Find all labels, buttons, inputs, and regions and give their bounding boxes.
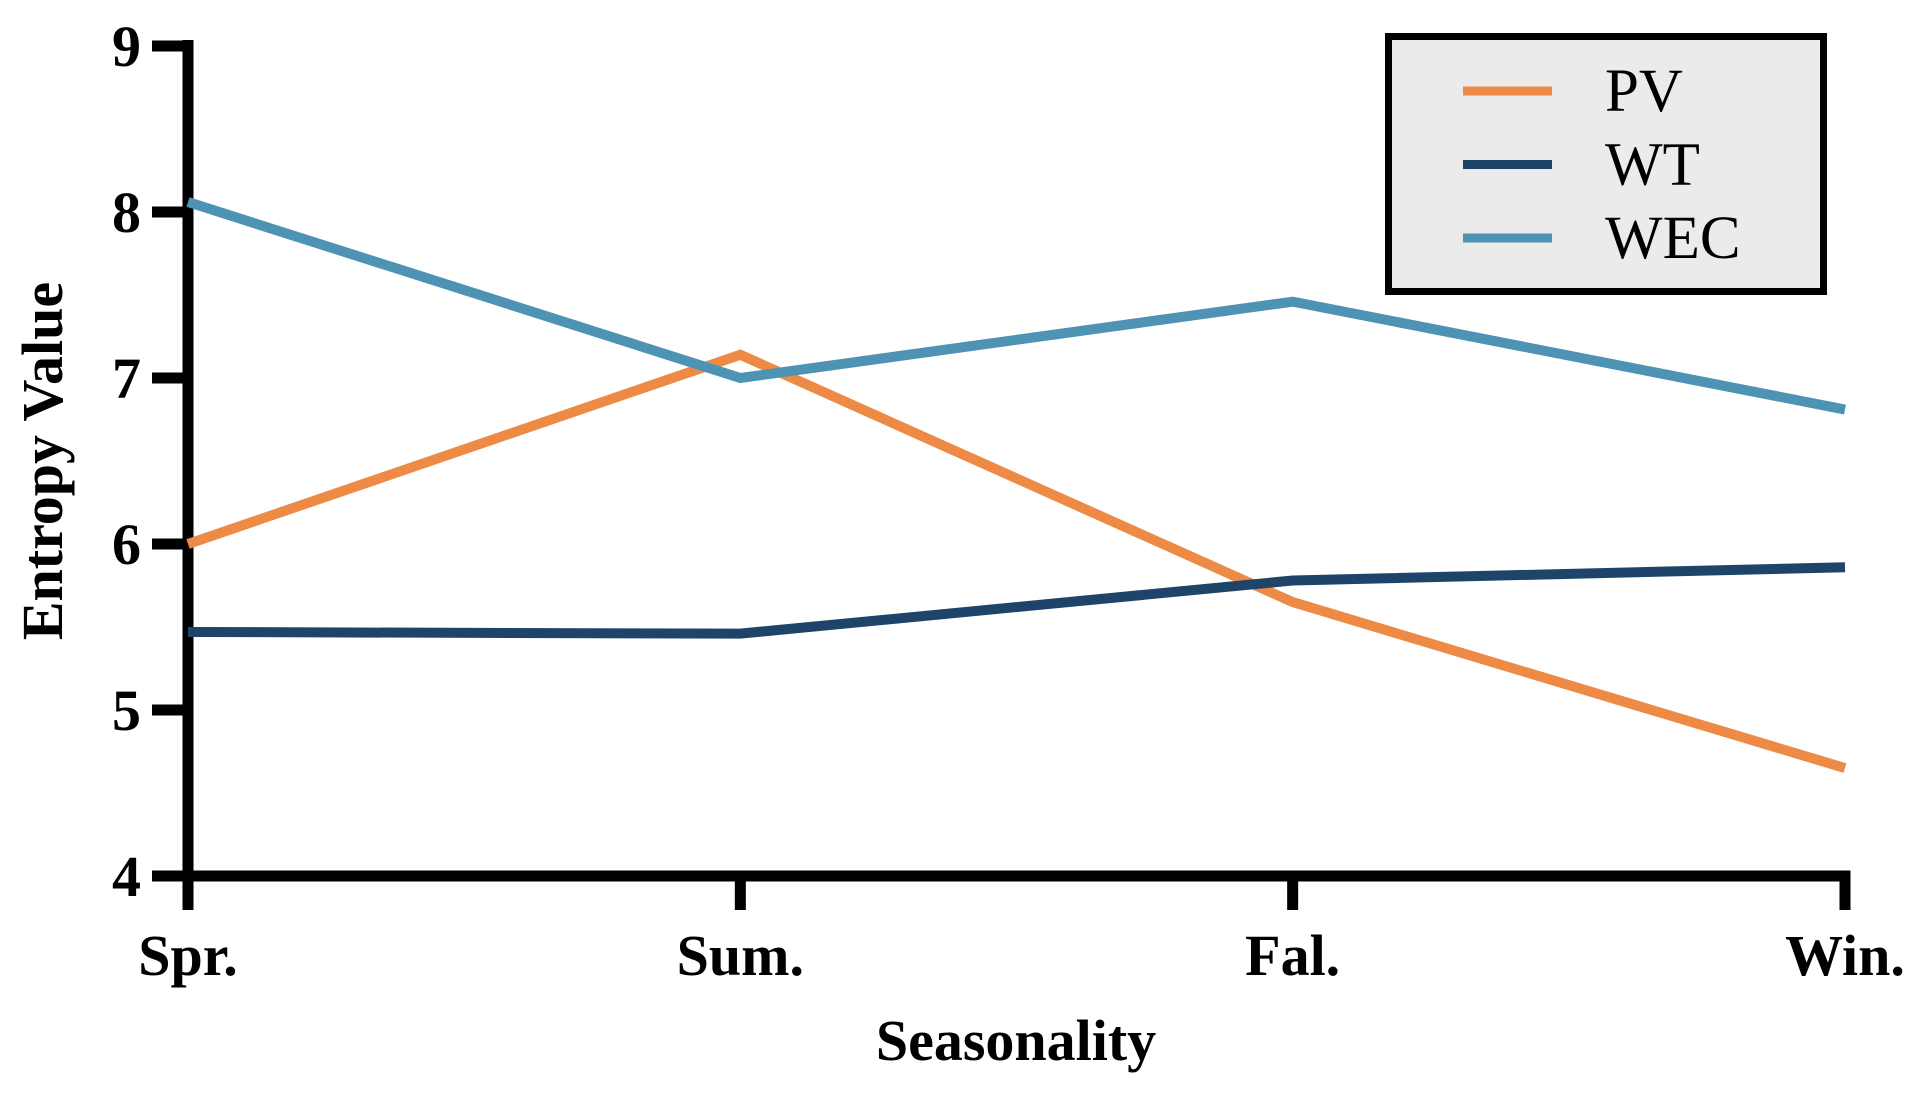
y-tick-label: 4 <box>112 844 141 909</box>
y-tick-label: 7 <box>112 346 141 411</box>
legend-label-wec: WEC <box>1605 205 1741 272</box>
legend-box <box>1385 33 1827 295</box>
x-tick-label: Spr. <box>138 923 237 988</box>
plot-lines <box>186 197 1847 773</box>
x-tick-label: Sum. <box>677 923 804 988</box>
series-line-wt <box>187 562 1846 639</box>
y-tick-label: 9 <box>112 14 141 79</box>
y-axis-ticks: 4 5 6 7 8 9 <box>112 14 188 909</box>
x-axis-title: Seasonality <box>876 1008 1156 1073</box>
y-axis-title: Entropy Value <box>10 282 75 640</box>
legend-label-wt: WT <box>1605 132 1700 199</box>
y-tick-label: 8 <box>112 180 141 245</box>
x-axis-ticks: Spr. Sum. Fal. Win. <box>138 876 1905 988</box>
series-line-pv <box>186 349 1847 773</box>
series-line-wec <box>186 197 1846 415</box>
y-tick-label: 6 <box>112 512 141 577</box>
y-tick-label: 5 <box>112 678 141 743</box>
legend-label-pv: PV <box>1605 58 1683 125</box>
x-tick-label: Fal. <box>1245 923 1340 988</box>
x-tick-label: Win. <box>1785 923 1905 988</box>
